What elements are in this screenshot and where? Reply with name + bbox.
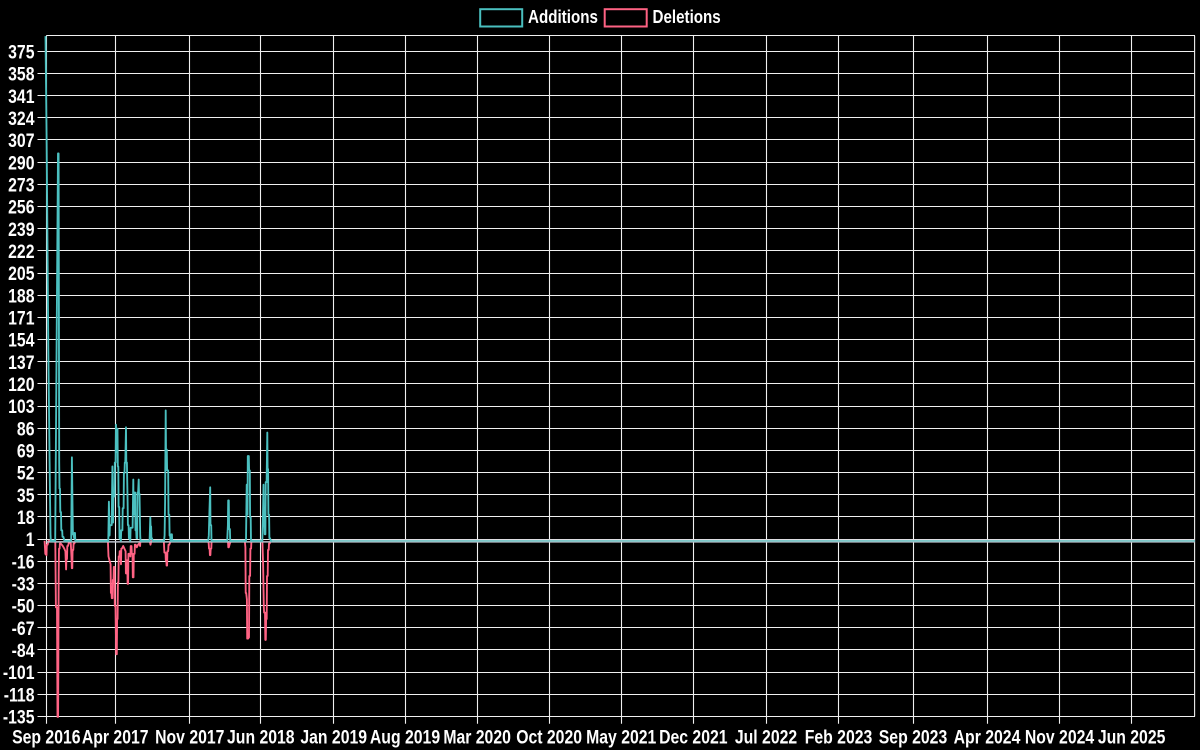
svg-text:69: 69	[17, 440, 35, 462]
svg-text:154: 154	[8, 329, 34, 351]
svg-text:-67: -67	[12, 617, 35, 639]
svg-text:Mar 2020: Mar 2020	[443, 726, 511, 748]
svg-text:137: 137	[8, 351, 34, 373]
svg-text:222: 222	[8, 240, 34, 262]
svg-text:358: 358	[8, 63, 34, 85]
svg-text:Jun 2018: Jun 2018	[227, 726, 295, 748]
svg-text:Dec 2021: Dec 2021	[659, 726, 728, 748]
svg-text:103: 103	[8, 396, 34, 418]
svg-text:120: 120	[8, 373, 34, 395]
svg-text:205: 205	[8, 263, 34, 285]
svg-text:Nov 2024: Nov 2024	[1025, 726, 1094, 748]
svg-text:-84: -84	[12, 639, 35, 661]
svg-text:1: 1	[26, 529, 35, 551]
svg-text:Deletions: Deletions	[653, 6, 721, 27]
svg-text:Nov 2017: Nov 2017	[155, 726, 224, 748]
svg-text:375: 375	[8, 41, 34, 63]
svg-text:324: 324	[8, 107, 34, 129]
svg-text:-33: -33	[12, 573, 35, 595]
svg-text:86: 86	[17, 418, 35, 440]
svg-text:Jul 2022: Jul 2022	[735, 726, 797, 748]
svg-text:Oct 2020: Oct 2020	[516, 726, 582, 748]
svg-text:307: 307	[8, 130, 34, 152]
svg-text:Jan 2019: Jan 2019	[300, 726, 367, 748]
svg-text:52: 52	[17, 462, 35, 484]
svg-text:Sep 2016: Sep 2016	[12, 726, 81, 748]
svg-text:35: 35	[17, 484, 35, 506]
svg-text:-50: -50	[12, 595, 35, 617]
svg-text:Jun 2025: Jun 2025	[1098, 726, 1166, 748]
svg-text:Feb 2023: Feb 2023	[805, 726, 873, 748]
svg-text:18: 18	[17, 506, 35, 528]
svg-text:341: 341	[8, 85, 34, 107]
svg-text:Apr 2024: Apr 2024	[954, 726, 1021, 748]
svg-text:Sep 2023: Sep 2023	[879, 726, 948, 748]
svg-text:May 2021: May 2021	[586, 726, 656, 748]
svg-text:-101: -101	[3, 662, 35, 684]
svg-text:256: 256	[8, 196, 34, 218]
svg-text:171: 171	[8, 307, 34, 329]
svg-text:-118: -118	[4, 684, 35, 706]
svg-text:188: 188	[8, 285, 34, 307]
svg-text:290: 290	[8, 152, 34, 174]
svg-text:Additions: Additions	[528, 6, 598, 27]
svg-text:239: 239	[8, 218, 34, 240]
svg-text:Apr 2017: Apr 2017	[82, 726, 149, 748]
svg-text:273: 273	[8, 174, 34, 196]
svg-text:Aug 2019: Aug 2019	[370, 726, 440, 748]
svg-text:-16: -16	[12, 551, 35, 573]
svg-text:-135: -135	[3, 706, 35, 728]
